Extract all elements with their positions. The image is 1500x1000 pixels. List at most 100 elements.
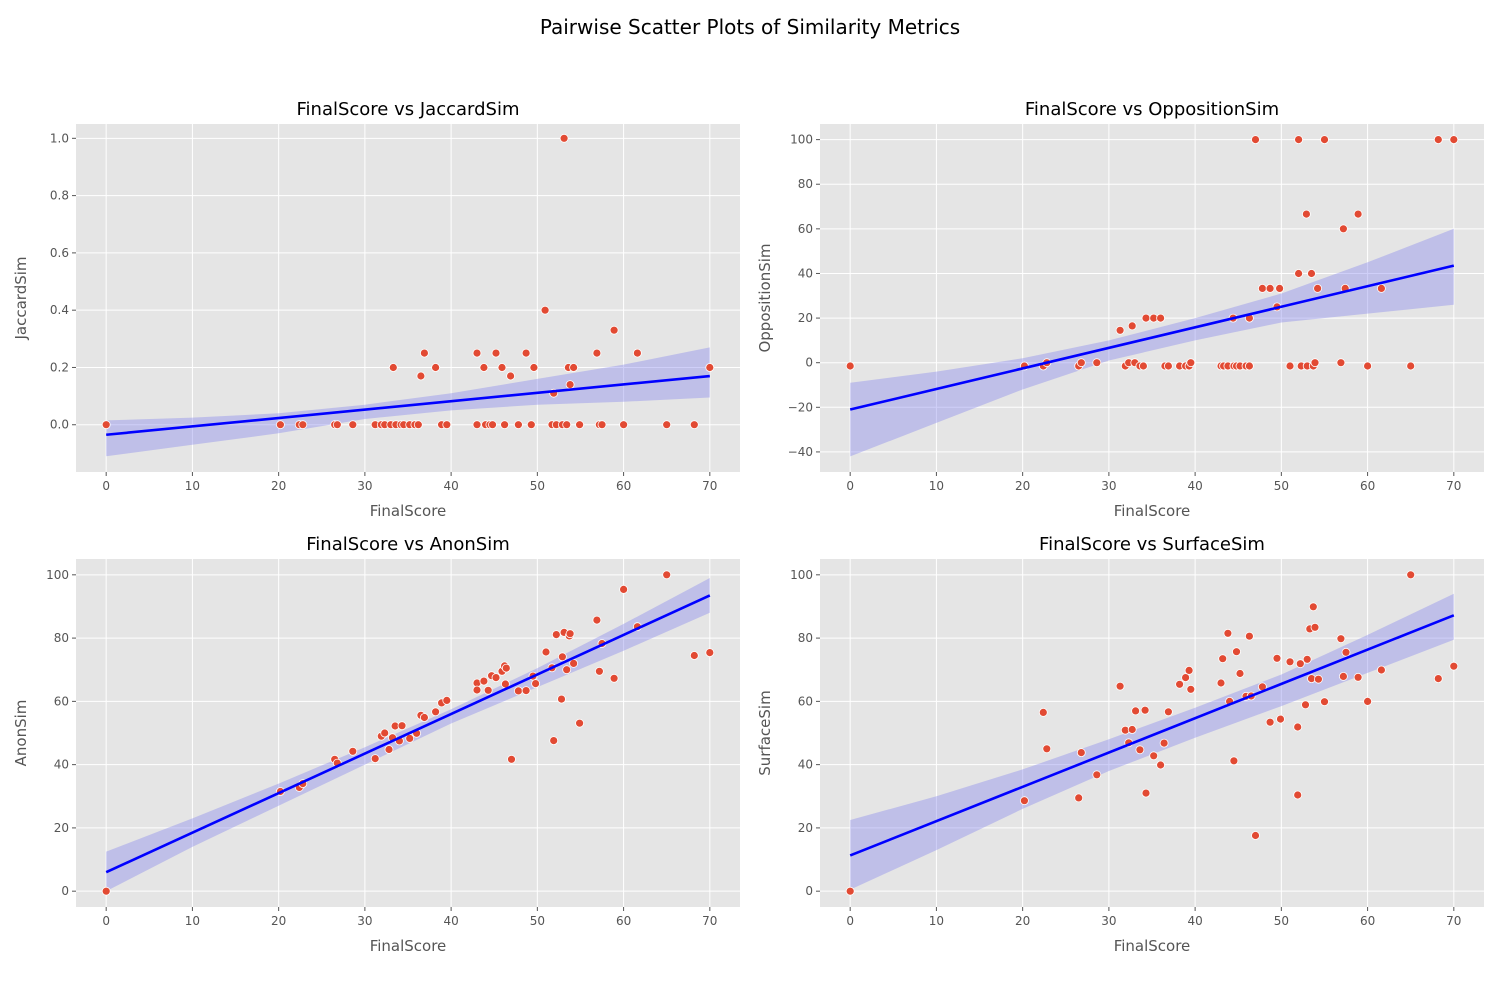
plot-background: [820, 559, 1484, 907]
data-point: [1406, 570, 1416, 580]
data-point: [1293, 790, 1303, 800]
y-tick-label: 20: [54, 821, 69, 835]
data-point: [1184, 666, 1194, 675]
y-tick-label: 80: [798, 631, 813, 645]
y-tick-label: −40: [788, 445, 813, 459]
data-point: [1042, 744, 1052, 754]
x-tick-label: 10: [929, 914, 944, 928]
y-tick-label: 0: [805, 356, 813, 370]
data-point: [557, 694, 566, 704]
data-point: [419, 713, 429, 722]
y-tick-label: 80: [54, 631, 69, 645]
data-point: [442, 696, 452, 705]
y-tick-label: 0.0: [50, 418, 69, 432]
data-point: [1276, 714, 1285, 724]
data-point: [298, 420, 308, 430]
data-point: [1339, 224, 1348, 234]
data-point: [500, 420, 510, 430]
data-point: [595, 666, 604, 676]
y-tick-label: 40: [798, 266, 813, 280]
panel-anonsim: 0 10 20 30 40 50 60 70 0 20 40 60 80 100 FinalScore vs…: [12, 534, 740, 955]
x-tick-label: 30: [357, 479, 372, 493]
y-tick-label: 60: [54, 694, 69, 708]
x-tick-label: 50: [1274, 479, 1289, 493]
data-point: [562, 665, 572, 675]
data-point: [531, 679, 540, 688]
x-tick-label: 0: [846, 914, 854, 928]
data-point: [597, 420, 607, 430]
data-point: [1115, 325, 1125, 335]
x-tick-label: 30: [1101, 479, 1116, 493]
data-point: [1164, 707, 1173, 717]
x-tick-label: 70: [702, 479, 717, 493]
data-point: [1232, 647, 1241, 657]
data-point: [845, 886, 855, 896]
x-tick-label: 10: [185, 479, 200, 493]
data-point: [1377, 283, 1386, 293]
x-axis-label: FinalScore: [370, 502, 447, 520]
x-tick-label: 30: [357, 914, 372, 928]
data-point: [472, 685, 482, 695]
data-point: [488, 420, 497, 430]
data-point: [592, 615, 602, 625]
data-point: [521, 686, 531, 695]
x-tick-label: 10: [929, 479, 944, 493]
panel-surfacesim: 0 10 20 30 40 50 60 70 0 20 40 60 80 100 FinalScore vs…: [756, 534, 1484, 955]
data-point: [1218, 654, 1228, 664]
data-point: [619, 585, 628, 594]
regression-line: [849, 264, 1455, 411]
y-tick-label: 20: [798, 311, 813, 325]
data-point: [384, 745, 394, 754]
data-point: [388, 363, 398, 372]
data-point: [1265, 717, 1275, 727]
data-point: [1310, 622, 1320, 632]
data-point: [1156, 313, 1165, 323]
data-point: [1235, 669, 1245, 678]
data-point: [1295, 659, 1305, 669]
data-point: [1302, 654, 1312, 664]
data-point: [431, 707, 441, 717]
data-point: [1038, 708, 1048, 717]
panel-jaccardsim: 0 10 20 30 40 50 60 70 0.0 0.2 0.4 0.6 0.8 1.0 FinalSc…: [12, 99, 740, 520]
data-point: [689, 420, 699, 430]
y-tick-label: 20: [798, 821, 813, 835]
data-point: [1314, 674, 1323, 684]
data-point: [348, 746, 358, 756]
data-point: [1433, 135, 1443, 145]
data-point: [1294, 135, 1303, 145]
x-axis-label: FinalScore: [1114, 502, 1191, 520]
data-point: [562, 420, 572, 430]
data-point: [1285, 657, 1295, 667]
plot-background: [76, 124, 740, 472]
confidence-band: [106, 347, 710, 457]
data-point: [332, 420, 342, 430]
regression-line: [106, 374, 710, 437]
data-point: [689, 651, 699, 660]
x-tick-label: 50: [530, 914, 545, 928]
data-point: [442, 420, 452, 430]
data-point: [609, 673, 619, 683]
data-point: [1272, 653, 1282, 663]
data-point: [662, 420, 672, 430]
y-tick-label: 100: [790, 568, 813, 582]
x-tick-label: 70: [702, 914, 717, 928]
y-tick-label: 0.2: [50, 360, 69, 374]
data-point: [1076, 748, 1086, 757]
data-point: [1229, 756, 1239, 766]
y-axis-label: JaccardSim: [12, 256, 30, 340]
y-tick-label: 1.0: [50, 131, 69, 145]
data-point: [101, 886, 111, 896]
data-point: [1175, 679, 1184, 689]
data-point: [705, 363, 715, 372]
x-tick-label: 0: [102, 479, 110, 493]
y-tick-label: 0.6: [50, 246, 69, 260]
data-point: [1265, 283, 1275, 293]
confidence-band: [850, 593, 1454, 890]
x-tick-label: 40: [1187, 479, 1202, 493]
y-axis-label: OppositionSim: [756, 243, 774, 352]
data-point: [1074, 793, 1084, 803]
subplot-title: FinalScore vs OppositionSim: [1025, 99, 1279, 120]
data-point: [1406, 361, 1416, 371]
y-tick-label: 80: [798, 177, 813, 191]
data-point: [1433, 674, 1443, 683]
